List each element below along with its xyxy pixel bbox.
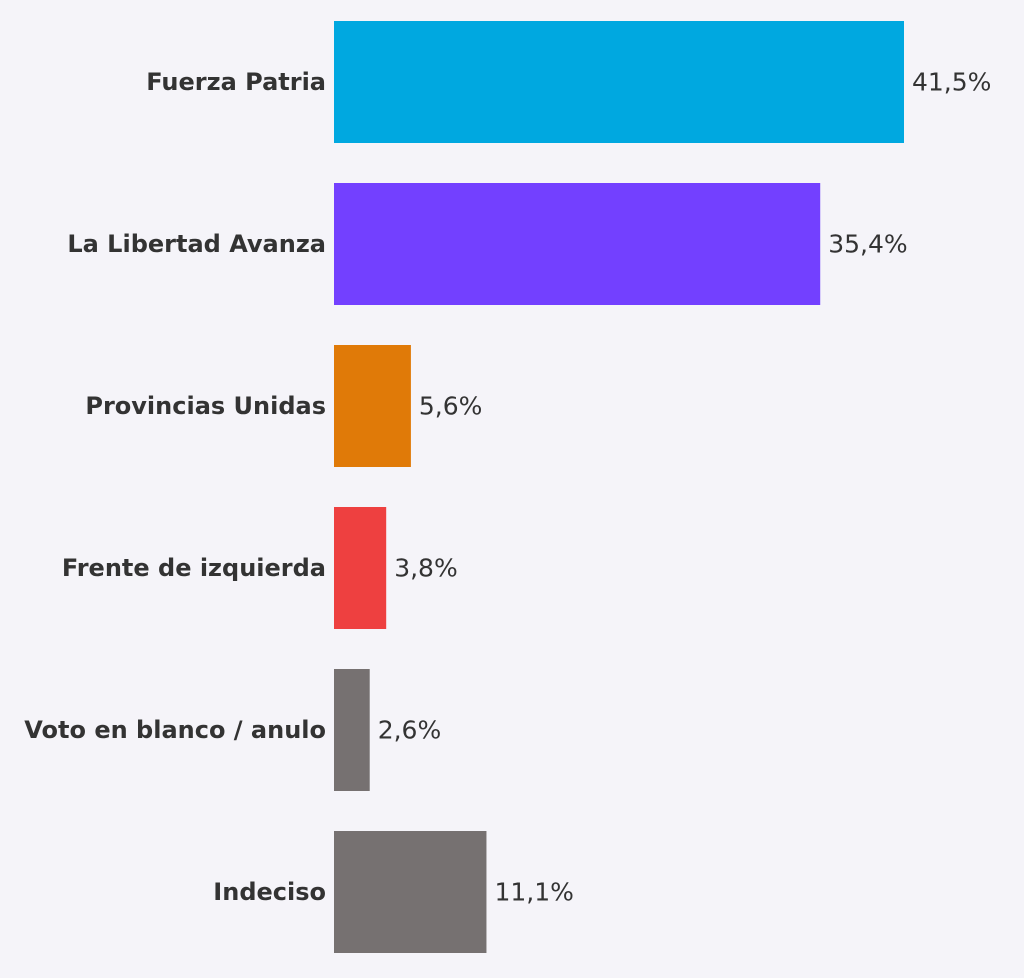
category-label: Frente de izquierda — [62, 554, 326, 582]
bar-group: Frente de izquierda 3,8% — [62, 507, 458, 629]
bar — [334, 21, 904, 143]
category-label: Indeciso — [213, 878, 326, 906]
value-label: 35,4% — [828, 230, 907, 259]
bar-group: Voto en blanco / anulo 2,6% — [24, 669, 441, 791]
category-label: Fuerza Patria — [146, 68, 326, 96]
bar-group: Provincias Unidas 5,6% — [85, 345, 482, 467]
bar-group: Indeciso 11,1% — [213, 831, 574, 953]
category-label: La Libertad Avanza — [67, 230, 326, 258]
value-label: 41,5% — [912, 68, 991, 97]
value-label: 2,6% — [378, 716, 442, 745]
bar — [334, 183, 821, 305]
bar-group: La Libertad Avanza 35,4% — [67, 183, 908, 305]
category-label: Voto en blanco / anulo — [24, 716, 326, 744]
bar — [334, 831, 487, 953]
bar — [334, 507, 387, 629]
value-label: 11,1% — [494, 878, 573, 907]
category-label: Provincias Unidas — [85, 392, 326, 420]
bar — [334, 345, 411, 467]
value-label: 5,6% — [419, 392, 483, 421]
bar-group: Fuerza Patria 41,5% — [146, 21, 991, 143]
bar — [334, 669, 370, 791]
value-label: 3,8% — [394, 554, 458, 583]
